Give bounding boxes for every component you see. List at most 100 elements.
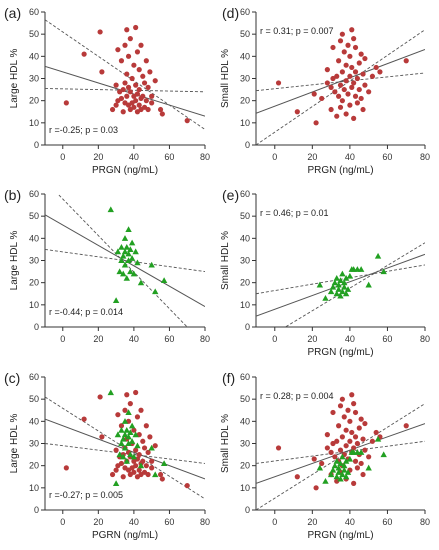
data-point-triangle xyxy=(342,275,350,281)
data-point-triangle xyxy=(123,427,130,433)
data-point-circle xyxy=(145,449,151,455)
data-point-triangle xyxy=(357,266,365,272)
data-point-triangle xyxy=(365,464,372,471)
data-point-circle xyxy=(115,47,121,53)
data-point-triangle xyxy=(148,444,155,451)
data-point-circle xyxy=(354,75,360,82)
x-tick-label: 40 xyxy=(129,152,139,162)
data-point-triangle xyxy=(337,460,344,467)
data-point-circle xyxy=(140,93,146,99)
data-point-triangle xyxy=(125,226,132,233)
x-tick-label: 0 xyxy=(272,152,277,162)
data-point-circle xyxy=(356,86,362,93)
data-point-circle xyxy=(339,31,345,37)
x-tick-label: 80 xyxy=(200,517,210,527)
data-point-circle xyxy=(109,106,116,113)
data-point-triangle xyxy=(123,275,130,281)
x-axis-title: PRGN (ng/mL) xyxy=(307,165,373,176)
y-tick-label: 10 xyxy=(29,300,39,310)
data-point-circle xyxy=(136,67,142,73)
data-point-circle xyxy=(131,62,137,68)
data-point-triangle xyxy=(327,288,335,295)
data-point-circle xyxy=(362,447,368,453)
y-tick-label: 60 xyxy=(240,189,250,199)
x-axis-title: PGRN (ng/mL) xyxy=(92,530,158,541)
y-axis-title: Large HDL % xyxy=(9,49,20,109)
regression-line xyxy=(256,423,425,484)
data-point-triangle xyxy=(130,270,138,277)
x-tick-label: 80 xyxy=(200,334,210,344)
data-point-triangle xyxy=(335,281,342,288)
data-point-triangle xyxy=(137,462,145,469)
data-point-circle xyxy=(143,58,149,64)
data-point-circle xyxy=(133,82,139,88)
data-point-triangle xyxy=(335,286,342,292)
y-tick-label: 30 xyxy=(240,256,250,266)
data-point-circle xyxy=(332,454,338,460)
x-axis-title: PRGN (ng/mL) xyxy=(92,165,158,176)
data-point-triangle xyxy=(125,433,132,440)
data-point-circle xyxy=(362,82,368,88)
data-point-triangle xyxy=(335,464,342,471)
data-point-circle xyxy=(360,436,366,442)
data-point-circle xyxy=(97,394,103,400)
data-point-triangle xyxy=(132,248,139,255)
data-point-circle xyxy=(133,98,139,104)
data-point-circle xyxy=(337,104,344,110)
y-tick-label: 60 xyxy=(29,189,39,199)
data-point-circle xyxy=(136,467,142,473)
data-point-circle xyxy=(149,93,155,99)
y-tick-label: 30 xyxy=(29,256,39,266)
data-point-circle xyxy=(149,458,155,464)
data-point-triangle xyxy=(118,440,125,447)
y-axis-title: Large HDL % xyxy=(9,231,20,291)
data-point-circle xyxy=(330,440,336,447)
data-point-circle xyxy=(118,95,125,102)
data-point-circle xyxy=(147,69,153,75)
panel-label: (c) xyxy=(4,370,20,386)
data-point-circle xyxy=(328,106,334,113)
data-point-triangle xyxy=(339,270,346,277)
data-point-triangle xyxy=(134,259,141,266)
x-tick-label: 40 xyxy=(345,152,355,162)
data-point-triangle xyxy=(341,283,348,290)
data-point-circle xyxy=(118,423,125,429)
y-axis-title: Small HDL % xyxy=(220,49,231,108)
data-point-circle xyxy=(131,104,137,110)
y-tick-label: 10 xyxy=(240,118,250,128)
correlation-annotation: r =-0.27; p = 0.005 xyxy=(49,490,123,500)
data-point-circle xyxy=(343,78,349,84)
data-point-triangle xyxy=(346,455,354,462)
data-point-circle xyxy=(343,62,349,68)
regression-line xyxy=(45,214,205,308)
data-point-circle xyxy=(330,75,336,82)
data-point-triangle xyxy=(337,475,344,482)
data-point-circle xyxy=(330,44,336,51)
y-tick-label: 50 xyxy=(29,394,39,404)
data-point-circle xyxy=(347,438,353,444)
data-point-circle xyxy=(339,98,345,104)
data-point-circle xyxy=(343,427,349,433)
data-point-circle xyxy=(360,71,366,77)
data-point-triangle xyxy=(331,279,339,286)
y-tick-label: 60 xyxy=(29,372,39,382)
data-point-circle xyxy=(362,55,368,62)
y-axis-title: Small HDL % xyxy=(220,414,231,473)
data-point-triangle xyxy=(374,252,382,259)
data-point-triangle xyxy=(344,286,352,292)
data-point-triangle xyxy=(127,451,134,458)
data-point-circle xyxy=(351,80,357,86)
data-point-triangle xyxy=(128,438,136,444)
data-point-triangle xyxy=(125,409,132,416)
panel-label: (f) xyxy=(222,370,235,386)
data-point-triangle xyxy=(316,464,324,471)
data-point-circle xyxy=(157,106,164,113)
data-point-circle xyxy=(136,451,142,458)
data-point-circle xyxy=(134,49,141,55)
x-tick-label: 40 xyxy=(345,517,355,527)
data-point-circle xyxy=(339,434,345,440)
data-point-circle xyxy=(373,64,379,71)
data-point-circle xyxy=(99,434,105,440)
x-tick-label: 80 xyxy=(420,334,430,344)
y-tick-label: 40 xyxy=(240,233,250,243)
